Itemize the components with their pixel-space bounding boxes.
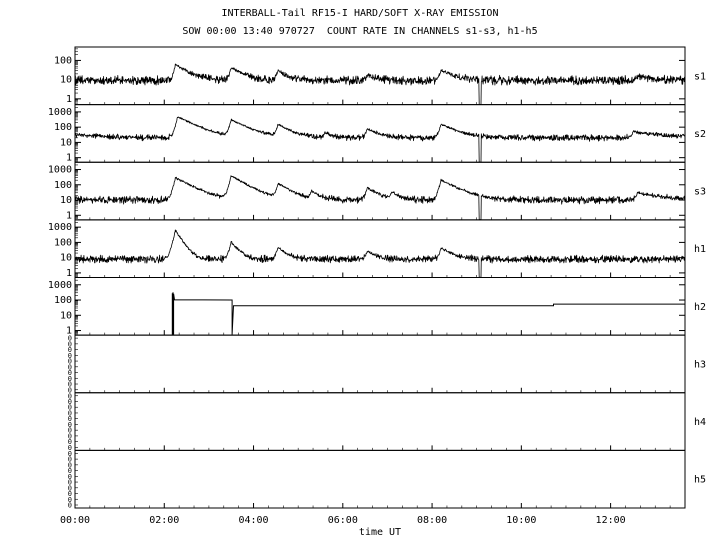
y-tick-label: 100 bbox=[54, 55, 72, 66]
y-tick-label: 1 bbox=[66, 153, 72, 164]
y-tick-label-zero: 0 bbox=[68, 479, 72, 487]
x-tick-label: 10:00 bbox=[506, 515, 536, 526]
x-tick-label: 08:00 bbox=[417, 515, 447, 526]
y-tick-label: 10 bbox=[60, 75, 72, 86]
y-tick-label-zero: 0 bbox=[68, 484, 72, 492]
y-tick-label-zero: 0 bbox=[68, 496, 72, 504]
y-tick-label-zero: 0 bbox=[68, 427, 72, 435]
y-tick-label: 10 bbox=[60, 137, 72, 148]
series-s1 bbox=[74, 63, 686, 105]
y-tick-label-zero: 0 bbox=[68, 346, 72, 354]
y-tick-label-zero: 0 bbox=[68, 358, 72, 366]
series-h1 bbox=[74, 229, 686, 278]
y-tick-label-zero: 0 bbox=[68, 369, 72, 377]
series-s3 bbox=[74, 175, 686, 221]
series-h2 bbox=[171, 292, 685, 335]
x-tick-label: 06:00 bbox=[328, 515, 358, 526]
y-tick-label: 1000 bbox=[48, 280, 72, 291]
y-tick-label-zero: 0 bbox=[68, 450, 72, 458]
y-tick-label: 100 bbox=[54, 180, 72, 191]
y-tick-label-zero: 0 bbox=[68, 335, 72, 343]
panel-label-h5: h5 bbox=[694, 475, 706, 486]
y-tick-label-zero: 0 bbox=[68, 421, 72, 429]
chart-title: INTERBALL-Tail RF15-I HARD/SOFT X-RAY EM… bbox=[221, 8, 499, 19]
y-tick-label: 100 bbox=[54, 237, 72, 248]
panel-label-s3: s3 bbox=[694, 187, 706, 198]
panel-label-s2: s2 bbox=[694, 129, 706, 140]
y-tick-label-zero: 0 bbox=[68, 363, 72, 371]
panel-label-h1: h1 bbox=[694, 244, 706, 255]
panel-s3: 1 10 100 1000 s3 bbox=[48, 161, 706, 221]
y-tick-label-zero: 0 bbox=[68, 467, 72, 475]
y-tick-label-zero: 0 bbox=[68, 432, 72, 440]
panel-label-h4: h4 bbox=[694, 417, 706, 428]
y-tick-label: 1000 bbox=[48, 165, 72, 176]
y-tick-label-zero: 0 bbox=[68, 502, 72, 510]
y-tick-label-zero: 0 bbox=[68, 409, 72, 417]
series-s2 bbox=[74, 116, 686, 163]
x-tick-label: 02:00 bbox=[149, 515, 179, 526]
y-tick-label-zero: 0 bbox=[68, 375, 72, 383]
y-tick-label-zero: 0 bbox=[68, 381, 72, 389]
y-tick-label: 1 bbox=[66, 326, 72, 337]
y-tick-label-zero: 0 bbox=[68, 386, 72, 394]
y-tick-label-zero: 0 bbox=[68, 461, 72, 469]
chart-subtitle: SOW 00:00 13:40 970727 COUNT RATE IN CHA… bbox=[182, 26, 538, 37]
x-axis-label: time UT bbox=[358, 527, 402, 538]
y-tick-label-zero: 0 bbox=[68, 438, 72, 446]
panel-h2: 1 10 100 1000 h2 bbox=[48, 277, 706, 337]
y-tick-label-zero: 0 bbox=[68, 444, 72, 452]
y-tick-label-zero: 0 bbox=[68, 392, 72, 400]
y-tick-label-zero: 0 bbox=[68, 415, 72, 423]
y-tick-label: 1000 bbox=[48, 222, 72, 233]
panel-label-s1: s1 bbox=[694, 71, 706, 82]
panel-h1: 1 10 100 1000 h1 bbox=[48, 219, 706, 279]
panel-s1: 1 10 100 s1 bbox=[54, 46, 706, 106]
y-tick-label: 10 bbox=[60, 195, 72, 206]
y-tick-label: 1 bbox=[66, 210, 72, 221]
panel-label-h3: h3 bbox=[694, 359, 706, 370]
y-tick-label-zero: 0 bbox=[68, 473, 72, 481]
x-tick-label: 00:00 bbox=[60, 515, 90, 526]
y-tick-label-zero: 0 bbox=[68, 352, 72, 360]
y-tick-label: 1000 bbox=[48, 107, 72, 118]
y-tick-label: 1 bbox=[66, 268, 72, 279]
y-tick-label: 100 bbox=[54, 122, 72, 133]
y-tick-label: 100 bbox=[54, 295, 72, 306]
panel-label-h2: h2 bbox=[694, 302, 706, 313]
x-tick-label: 04:00 bbox=[238, 515, 268, 526]
y-tick-label: 1 bbox=[66, 94, 72, 105]
x-tick-label: 12:00 bbox=[596, 515, 626, 526]
y-tick-label-zero: 0 bbox=[68, 490, 72, 498]
panel-s2: 1 10 100 1000 s2 bbox=[48, 104, 706, 164]
y-tick-label-zero: 0 bbox=[68, 404, 72, 412]
y-tick-label-zero: 0 bbox=[68, 340, 72, 348]
y-tick-label-zero: 0 bbox=[68, 398, 72, 406]
y-tick-label: 10 bbox=[60, 253, 72, 264]
y-tick-label-zero: 0 bbox=[68, 456, 72, 464]
y-tick-label: 10 bbox=[60, 310, 72, 321]
